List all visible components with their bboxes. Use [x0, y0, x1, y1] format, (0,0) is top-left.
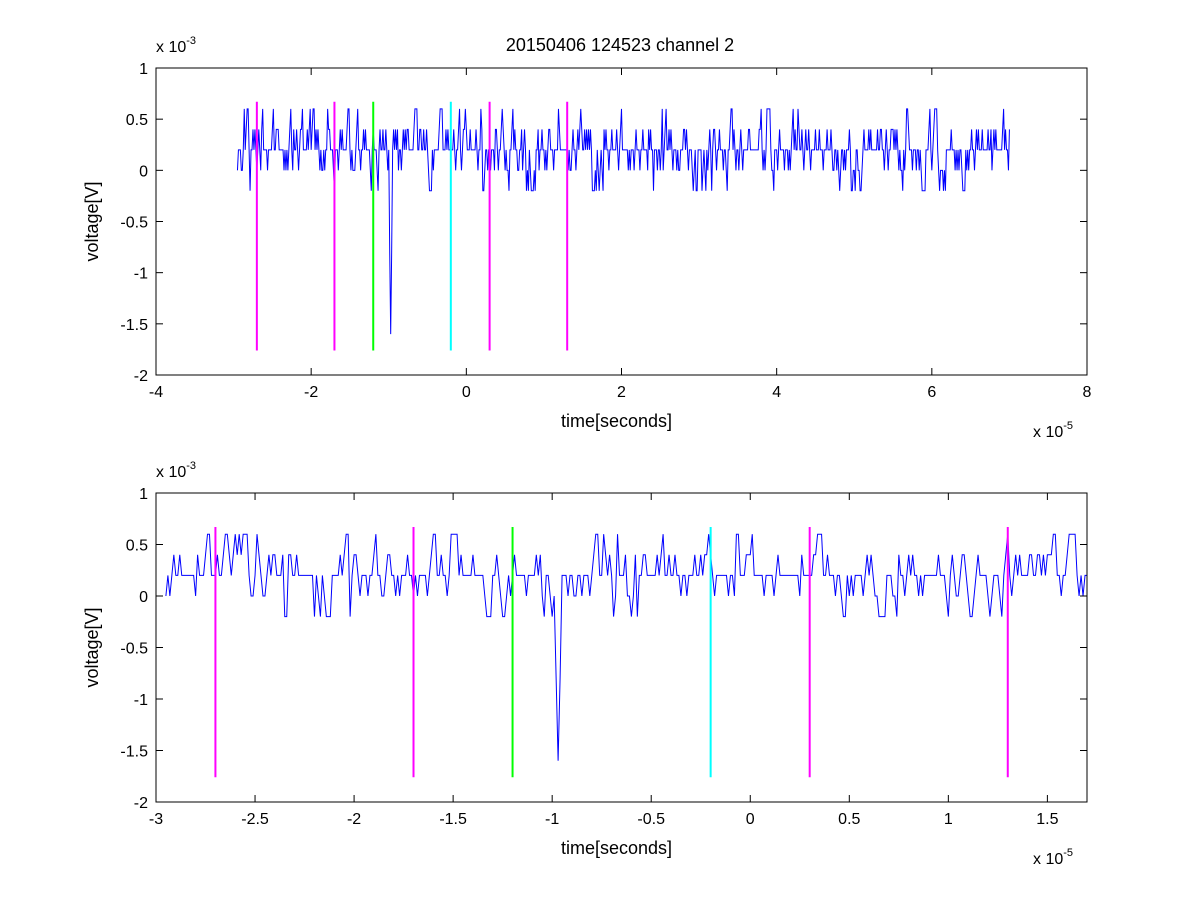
top-series-line — [236, 108, 1010, 335]
top-x-tick-label: 4 — [772, 384, 781, 401]
bottom-x-tick-label: -3 — [149, 811, 163, 828]
top-y-tick-label: 0 — [139, 163, 148, 180]
bottom-x-axis-label: time[seconds] — [561, 838, 672, 858]
top-x-tick-label: 6 — [927, 384, 936, 401]
bottom-y-multiplier: x 10-3 — [156, 460, 196, 481]
top-y-tick-label: 1 — [139, 61, 148, 78]
bottom-x-tick-label: -1.5 — [439, 811, 467, 828]
top-plot: -4 -2 0 2 4 6 8-2-1.5-1-0.500.51time[seconds]v… — [82, 35, 1092, 441]
bottom-x-tick-label: 0.5 — [838, 811, 860, 828]
top-y-tick-label: 0.5 — [126, 112, 148, 129]
figure-title: 20150406 124523 channel 2 — [506, 35, 734, 55]
top-y-tick-label: -1 — [134, 266, 148, 283]
top-x-tick-label: 8 — [1083, 384, 1092, 401]
bottom-y-tick-label: 1 — [139, 486, 148, 503]
top-x-axis-label: time[seconds] — [561, 411, 672, 431]
bottom-y-tick-label: 0 — [139, 589, 148, 606]
top-y-multiplier: x 10-3 — [156, 35, 196, 56]
top-x-tick-label: 0 — [462, 384, 471, 401]
top-y-tick-label: -2 — [134, 368, 148, 385]
bottom-x-multiplier: x 10-5 — [1033, 847, 1073, 868]
bottom-x-tick-label: 0 — [746, 811, 755, 828]
bottom-y-tick-label: 0.5 — [126, 538, 148, 555]
bottom-x-tick-label: -2.5 — [241, 811, 269, 828]
top-y-tick-label: -1.5 — [120, 317, 148, 334]
bottom-plot: -3 -2.5 -2 -1.5 -1 -0.5 0 0.5 1 1.5 -2 -1.5 -1 -0.5 0 0… — [82, 460, 1088, 868]
top-x-tick-label: 2 — [617, 384, 626, 401]
top-y-axis-label: voltage[V] — [82, 181, 102, 261]
bottom-x-tick-label: 1.5 — [1036, 811, 1058, 828]
top-x-tick-label: -2 — [304, 384, 318, 401]
top-x-tick-label: -4 — [149, 384, 163, 401]
bottom-series-line — [165, 533, 1087, 761]
bottom-y-tick-label: -1.5 — [120, 744, 148, 761]
bottom-y-tick-label: -0.5 — [120, 641, 148, 658]
bottom-x-tick-label: -0.5 — [637, 811, 665, 828]
bottom-x-tick-label: -2 — [347, 811, 361, 828]
top-y-tick-label: -0.5 — [120, 215, 148, 232]
bottom-x-tick-label: 1 — [944, 811, 953, 828]
bottom-axes-box — [155, 492, 1088, 803]
bottom-y-axis-label: voltage[V] — [82, 607, 102, 687]
bottom-y-tick-label: -2 — [134, 795, 148, 812]
bottom-y-tick-label: -1 — [134, 692, 148, 709]
bottom-x-tick-label: -1 — [545, 811, 559, 828]
top-x-multiplier: x 10-5 — [1033, 420, 1073, 441]
